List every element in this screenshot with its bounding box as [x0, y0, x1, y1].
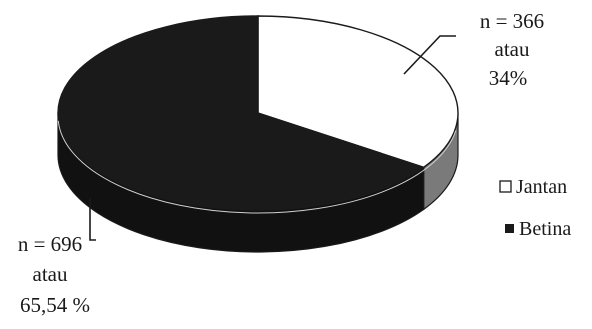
legend-label-jantan: Jantan [516, 176, 567, 198]
legend-label-betina: Betina [519, 218, 571, 240]
legend: Jantan Betina [499, 176, 571, 240]
slice-label-betina-atau: atau [33, 262, 68, 286]
slice-label-jantan-atau: atau [495, 37, 530, 61]
slice-label-jantan-percent: 34% [489, 66, 528, 90]
leader-line-betina [89, 198, 96, 241]
pie-layer [57, 15, 459, 253]
pie-slice-betina [57, 15, 426, 211]
leader-line-jantan [403, 35, 456, 75]
slice-label-betina-n: n = 696 [18, 232, 82, 256]
slice-label-betina-percent: 65,54 % [20, 293, 90, 317]
legend-swatch-jantan [499, 180, 512, 193]
legend-swatch-betina [505, 224, 514, 233]
slice-label-jantan-n: n = 366 [480, 9, 544, 33]
pie-rim-highlight [57, 120, 457, 214]
pie-slice-jantan [257, 15, 459, 169]
